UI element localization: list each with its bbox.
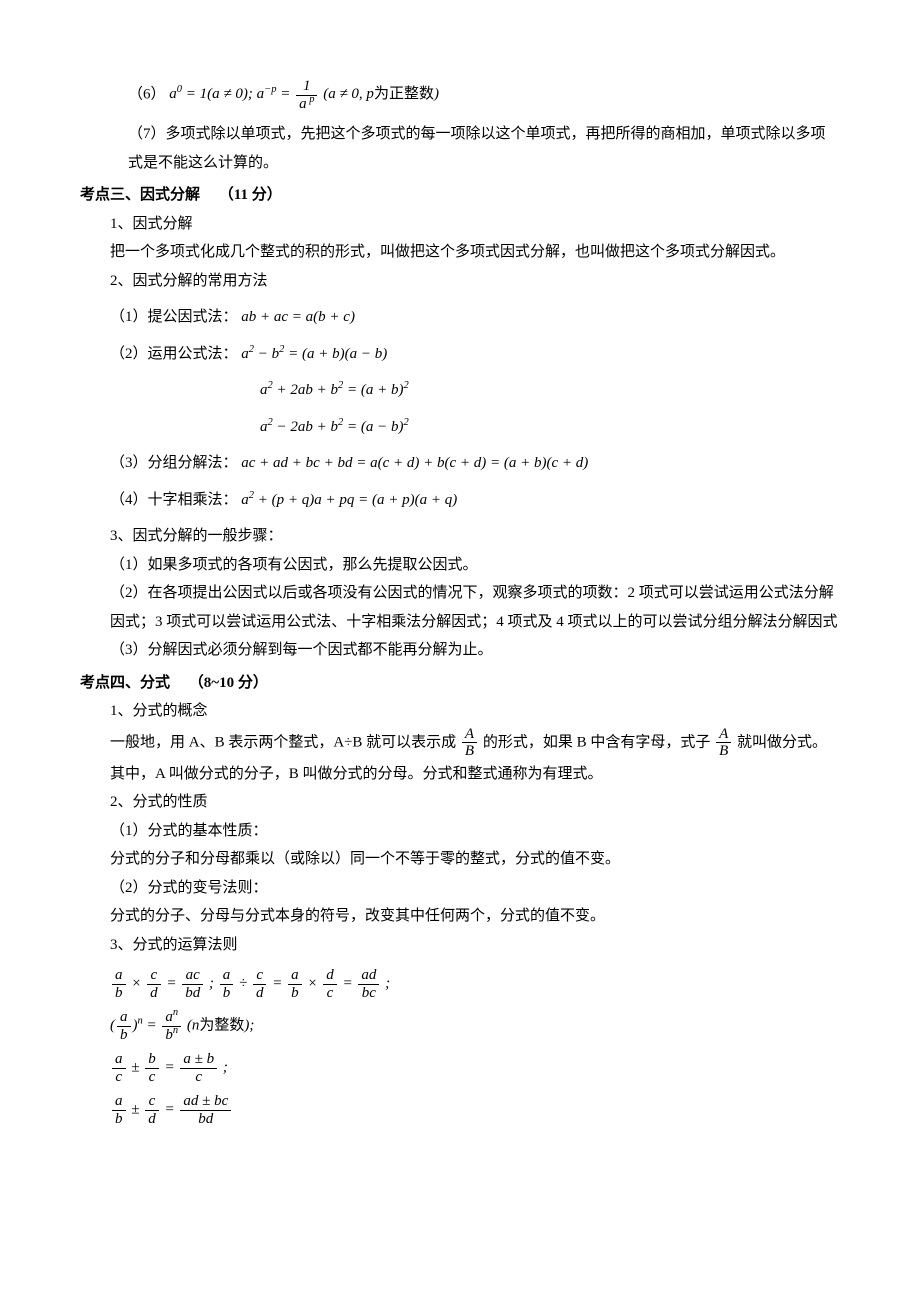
kd3-m2-f3: a2 − 2ab + b2 = (a − b)2: [80, 413, 840, 442]
kd3-m2-f2: a2 + 2ab + b2 = (a + b)2: [80, 376, 840, 405]
kd3-s3-2: （2）在各项提出公因式以后或各项没有公因式的情况下，观察多项式的项数：2 项式可…: [80, 579, 840, 636]
kd4-f2: (ab)n = anbn (n为整数);: [80, 1009, 840, 1043]
rule-7: （7）多项式除以单项式，先把这个多项式的每一项除以这个单项式，再把所得的商相加，…: [80, 120, 840, 177]
kd4-s2: 2、分式的性质: [80, 788, 840, 817]
kd3-s3-3: （3）分解因式必须分解到每一个因式都不能再分解为止。: [80, 636, 840, 665]
section-4-title: 考点四、分式: [80, 675, 170, 691]
rule-6-label: （6）: [128, 86, 166, 102]
kd4-s2-2-text: 分式的分子、分母与分式本身的符号，改变其中任何两个，分式的值不变。: [80, 902, 840, 931]
kd4-f3: ac ± bc = a ± bc ;: [80, 1051, 840, 1085]
kd4-s2-1-text: 分式的分子和分母都乘以（或除以）同一个不等于零的整式，分式的值不变。: [80, 845, 840, 874]
kd3-s3-1: （1）如果多项式的各项有公因式，那么先提取公因式。: [80, 551, 840, 580]
kd4-s2-1: （1）分式的基本性质：: [80, 817, 840, 846]
kd3-s3: 3、因式分解的一般步骤：: [80, 522, 840, 551]
section-3-title: 考点三、因式分解: [80, 187, 200, 203]
kd4-s1: 1、分式的概念: [80, 697, 840, 726]
section-4-points: （8~10 分）: [189, 675, 268, 691]
kd4-s2-2: （2）分式的变号法则：: [80, 874, 840, 903]
section-3: 考点三、因式分解 （11 分） 1、因式分解 把一个多项式化成几个整式的积的形式…: [80, 181, 840, 665]
kd4-s1-text: 一般地，用 A、B 表示两个整式，A÷B 就可以表示成 AB 的形式，如果 B …: [80, 726, 840, 789]
rule-6-formula: a0 = 1(a ≠ 0); a−p = 1a p (a ≠ 0, p为正整数): [169, 86, 439, 102]
section-3-points: （11 分）: [219, 187, 282, 203]
section-3-heading: 考点三、因式分解 （11 分）: [80, 181, 840, 210]
kd3-s1-text: 把一个多项式化成几个整式的积的形式，叫做把这个多项式因式分解，也叫做把这个多项式…: [80, 238, 840, 267]
rule-6: （6） a0 = 1(a ≠ 0); a−p = 1a p (a ≠ 0, p为…: [80, 78, 840, 112]
kd3-m2: （2）运用公式法： a2 − b2 = (a + b)(a − b): [80, 340, 840, 369]
kd4-s3: 3、分式的运算法则: [80, 931, 840, 960]
kd3-s2: 2、因式分解的常用方法: [80, 267, 840, 296]
kd3-s1: 1、因式分解: [80, 210, 840, 239]
kd3-m3: （3）分组分解法： ac + ad + bc + bd = a(c + d) +…: [80, 449, 840, 478]
section-4-heading: 考点四、分式 （8~10 分）: [80, 669, 840, 698]
kd4-f1: ab × cd = acbd ; ab ÷ cd = ab × dc = adb…: [80, 967, 840, 1001]
kd3-m4: （4）十字相乘法： a2 + (p + q)a + pq = (a + p)(a…: [80, 486, 840, 515]
section-4: 考点四、分式 （8~10 分） 1、分式的概念 一般地，用 A、B 表示两个整式…: [80, 669, 840, 1128]
kd3-m1: （1）提公因式法： ab + ac = a(b + c): [80, 303, 840, 332]
kd4-f4: ab ± cd = ad ± bcbd: [80, 1093, 840, 1127]
